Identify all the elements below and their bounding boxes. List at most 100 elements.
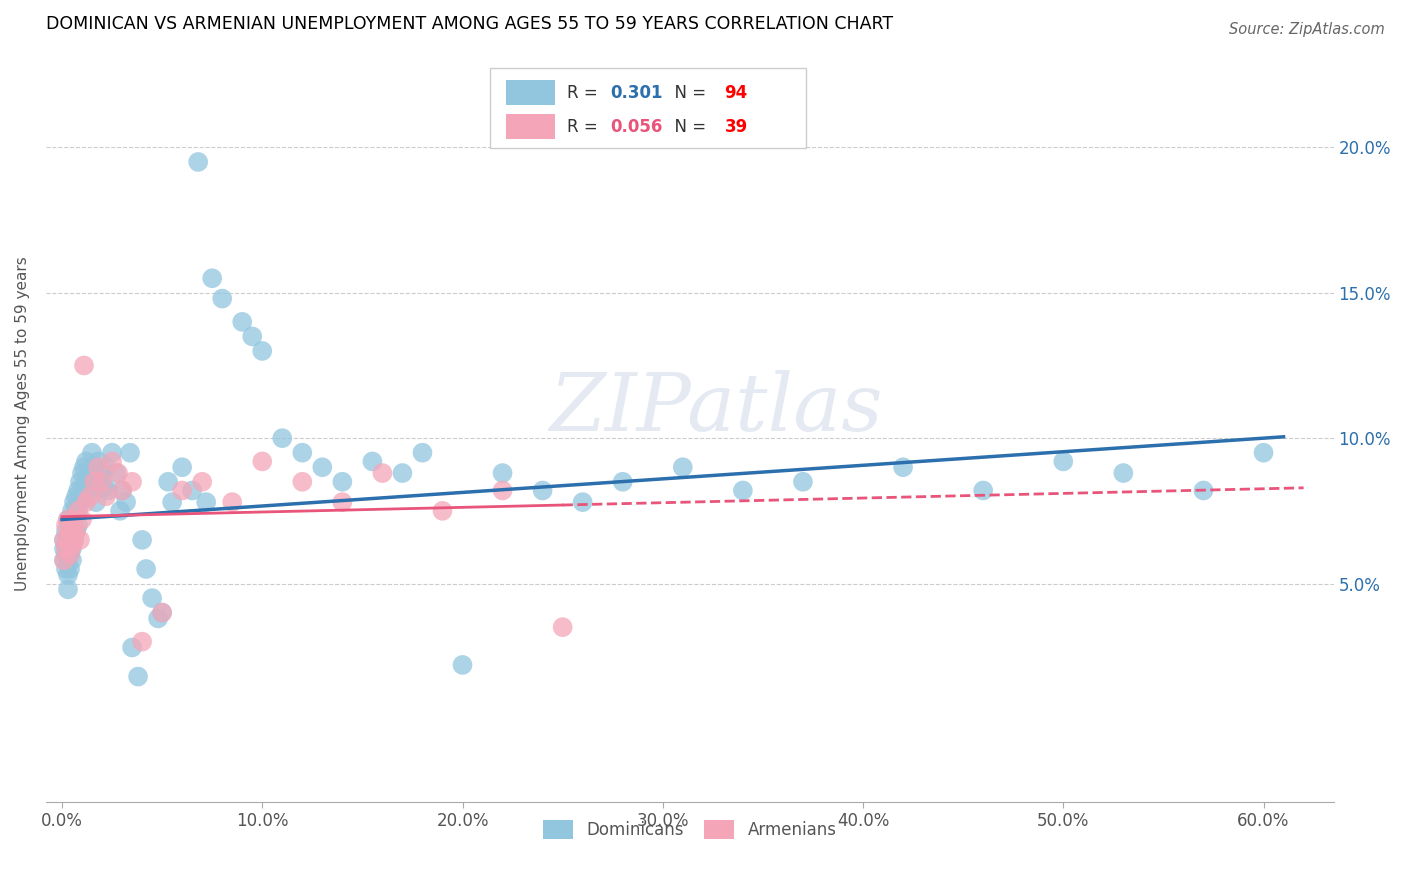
Point bbox=[63, 533, 86, 547]
Point bbox=[411, 446, 433, 460]
Point bbox=[66, 500, 89, 515]
Point bbox=[60, 539, 83, 553]
Point bbox=[56, 512, 79, 526]
Point bbox=[70, 489, 93, 503]
Point bbox=[75, 454, 97, 468]
Point bbox=[240, 329, 263, 343]
Point bbox=[63, 512, 86, 526]
Point bbox=[101, 454, 124, 468]
FancyBboxPatch shape bbox=[506, 80, 554, 104]
Point bbox=[181, 483, 204, 498]
Point bbox=[191, 475, 214, 489]
Point bbox=[56, 582, 79, 597]
Point bbox=[211, 292, 233, 306]
FancyBboxPatch shape bbox=[491, 69, 806, 148]
Point bbox=[66, 504, 89, 518]
Text: R =: R = bbox=[568, 118, 603, 136]
Point bbox=[55, 541, 77, 556]
Point bbox=[252, 343, 274, 358]
Point bbox=[131, 634, 153, 648]
Point bbox=[63, 512, 86, 526]
Point bbox=[731, 483, 754, 498]
Point bbox=[80, 475, 103, 489]
Point bbox=[69, 533, 91, 547]
Point bbox=[70, 512, 93, 526]
Point bbox=[60, 541, 83, 556]
Point bbox=[491, 466, 513, 480]
Point bbox=[1052, 454, 1074, 468]
Point bbox=[150, 606, 173, 620]
Point bbox=[1253, 446, 1275, 460]
Point bbox=[531, 483, 554, 498]
Text: Source: ZipAtlas.com: Source: ZipAtlas.com bbox=[1229, 22, 1385, 37]
Point bbox=[172, 460, 194, 475]
Point bbox=[79, 489, 101, 503]
Point bbox=[330, 475, 353, 489]
Point bbox=[59, 562, 82, 576]
Point bbox=[60, 504, 83, 518]
Point bbox=[135, 562, 157, 576]
Point bbox=[93, 481, 115, 495]
Point bbox=[66, 518, 89, 533]
Point bbox=[59, 524, 82, 539]
Text: 0.056: 0.056 bbox=[610, 118, 662, 136]
Point bbox=[55, 562, 77, 576]
Point bbox=[56, 533, 79, 547]
Point bbox=[432, 504, 454, 518]
Point bbox=[127, 669, 149, 683]
Point bbox=[330, 495, 353, 509]
Point bbox=[60, 518, 83, 533]
Point bbox=[94, 460, 117, 475]
Point bbox=[69, 495, 91, 509]
Point bbox=[56, 553, 79, 567]
Point bbox=[83, 460, 105, 475]
Point bbox=[111, 483, 134, 498]
Point bbox=[891, 460, 914, 475]
Point bbox=[75, 475, 97, 489]
Legend: Dominicans, Armenians: Dominicans, Armenians bbox=[537, 814, 844, 847]
Point bbox=[107, 466, 129, 480]
Point bbox=[491, 483, 513, 498]
Point bbox=[105, 466, 128, 480]
Point bbox=[55, 518, 77, 533]
Point bbox=[65, 524, 87, 539]
Point bbox=[73, 359, 96, 373]
Point bbox=[56, 533, 79, 547]
Point bbox=[451, 657, 474, 672]
Point bbox=[89, 475, 111, 489]
Point bbox=[111, 483, 134, 498]
Point bbox=[157, 475, 180, 489]
Point bbox=[311, 460, 333, 475]
Point bbox=[371, 466, 394, 480]
Point bbox=[65, 504, 87, 518]
Point bbox=[141, 591, 163, 605]
Point bbox=[84, 495, 107, 509]
Point bbox=[121, 475, 143, 489]
Text: 39: 39 bbox=[724, 118, 748, 136]
Point bbox=[612, 475, 634, 489]
Point bbox=[83, 475, 105, 489]
Point bbox=[73, 460, 96, 475]
Point bbox=[101, 446, 124, 460]
Point bbox=[150, 606, 173, 620]
Text: DOMINICAN VS ARMENIAN UNEMPLOYMENT AMONG AGES 55 TO 59 YEARS CORRELATION CHART: DOMINICAN VS ARMENIAN UNEMPLOYMENT AMONG… bbox=[46, 15, 893, 33]
Point bbox=[291, 446, 314, 460]
Point bbox=[195, 495, 218, 509]
Point bbox=[1192, 483, 1215, 498]
Point bbox=[160, 495, 183, 509]
Point bbox=[75, 495, 97, 509]
Point bbox=[131, 533, 153, 547]
Point bbox=[53, 533, 76, 547]
Point bbox=[551, 620, 574, 634]
Point bbox=[63, 495, 86, 509]
FancyBboxPatch shape bbox=[506, 114, 554, 138]
Point bbox=[79, 483, 101, 498]
Point bbox=[65, 489, 87, 503]
Point bbox=[97, 483, 120, 498]
Point bbox=[55, 539, 77, 553]
Point bbox=[201, 271, 224, 285]
Point bbox=[60, 524, 83, 539]
Point bbox=[391, 466, 413, 480]
Point bbox=[91, 466, 114, 480]
Point bbox=[172, 483, 194, 498]
